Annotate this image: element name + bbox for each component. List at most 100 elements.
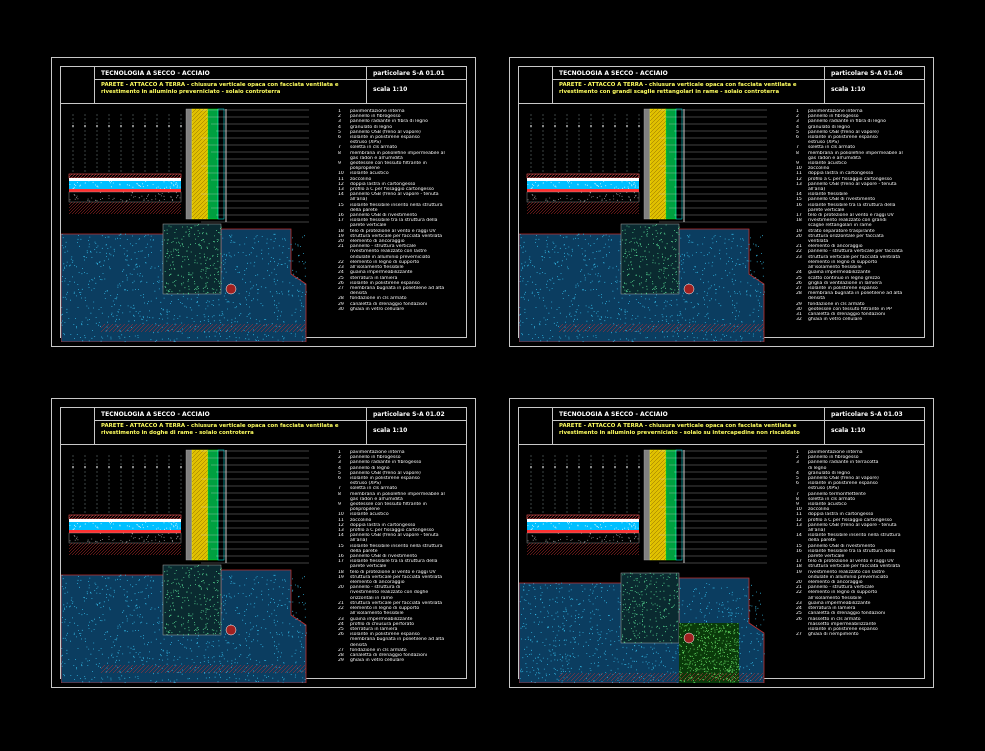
- legend-number: 8: [338, 491, 341, 497]
- hatch-lines: [69, 515, 181, 519]
- hatch-diagonal: [192, 109, 208, 219]
- hatch-lines: [559, 673, 764, 681]
- legend-item: 17 telo di protezione al vento e raggi UV: [796, 559, 931, 564]
- legend-number: 15: [796, 197, 802, 203]
- legend-text: isolante in polistirene espanso: [808, 285, 878, 291]
- legend-number: 9: [338, 502, 341, 508]
- legend-text: ghiaia in vetro cellulare: [808, 317, 863, 323]
- legend-item: scaglie rettangolari in rame: [796, 223, 931, 228]
- legend-item: all'aria): [338, 197, 473, 202]
- legend-item: 9 geotessile con tessuto filtrante in: [338, 502, 473, 507]
- insulation-layer: [527, 181, 639, 189]
- legend-number: 1: [338, 450, 341, 455]
- legend-number: 26: [338, 632, 344, 638]
- sheet-scale: scala 1:10: [373, 86, 408, 93]
- legend-item: 30 ghiaia in vetro cellulare: [338, 307, 473, 312]
- floor-layer: [527, 519, 639, 522]
- legend-number: 1: [796, 109, 799, 114]
- legend-item: estruso (XPS): [796, 486, 931, 491]
- hatch-diagonal: [192, 450, 208, 560]
- legend-item: all'aria): [796, 528, 931, 533]
- legend-text: elemento di ancoraggio: [808, 580, 863, 586]
- legend-text: elemento in legno di supporto: [808, 259, 878, 265]
- legend-text: estruso (XPS): [808, 486, 839, 492]
- ventilated-cavity: [217, 449, 225, 561]
- legend-number: 13: [338, 528, 344, 534]
- legend-item: 11 doppia lastra in cartongesso: [796, 512, 931, 517]
- legend-item: 18 telo di protezione al vento e raggi UV: [338, 229, 473, 234]
- legend-text: estruso (XPS): [350, 481, 381, 487]
- sheet-title-line1: PARETE - ATTACCO A TERRA - chiusura vert…: [101, 82, 339, 88]
- legend-number: 14: [338, 533, 344, 539]
- sheet-title-line2: rivestimento in alluminio preverniciato …: [101, 89, 281, 95]
- legend-item: 4 granulato di legno: [338, 125, 473, 130]
- drain-pipe: [683, 632, 695, 644]
- legend-text: doppia lastra in cartongesso: [350, 181, 416, 187]
- legend-item: 19 struttura verticale per facciata venti…: [338, 234, 473, 239]
- legend-text: membrana in poliolefine impermeabile al: [350, 150, 445, 156]
- section-drawing: [61, 108, 309, 342]
- ventilated-cavity: [217, 108, 225, 220]
- legend-text: isolante in polistirene espanso: [350, 476, 420, 482]
- legend-item: 7 soletta in cls armato: [338, 145, 473, 150]
- legend-number: 24: [796, 270, 802, 276]
- legend-item: 16 pannello OSB di rivestimento: [338, 554, 473, 559]
- legend-number: 26: [796, 280, 802, 286]
- legend-item: 15 pannello OSB di rivestimento: [796, 544, 931, 549]
- hatch-speckle: [527, 532, 639, 543]
- legend-text: pavimentazione interna: [808, 109, 863, 114]
- drain-pipe: [225, 283, 237, 295]
- legend-number: 20: [796, 580, 802, 586]
- sheet-scale: scala 1:10: [831, 427, 866, 434]
- legend-item: 24 profilo di chiusura perforato: [338, 622, 473, 627]
- legend-number: 14: [796, 192, 802, 198]
- legend-text: telo di protezione al vento e raggi UV: [350, 228, 436, 234]
- legend-item: 23 struttura verticale per facciata venti…: [796, 255, 931, 260]
- reference-dot: [578, 466, 580, 468]
- legend-item: 22 elemento in legno di supporto: [338, 606, 473, 611]
- legend-item: membrana bugnata in polietilene ad alta: [338, 637, 473, 642]
- legend-item: 8 membrana in poliolefine impermeabile al: [338, 151, 473, 156]
- drawing-sheet-3[interactable]: TECNOLOGIA A SECCO - ACCIAIO particolare…: [51, 398, 476, 688]
- legend-item: all'aria): [796, 187, 931, 192]
- legend-item: 25 canaletta di drenaggio fondazioni: [796, 611, 931, 616]
- legend-text: isolante flessibile tra la struttura del…: [808, 548, 896, 554]
- legend-item: elemento in legno di supporto: [796, 260, 931, 265]
- legend-number: 29: [338, 301, 344, 307]
- legend-number: 7: [338, 486, 341, 492]
- legend-item: di legno: [796, 466, 931, 471]
- legend-item: gas radon e all'umidità: [338, 497, 473, 502]
- legend-number: 22: [338, 606, 344, 612]
- reference-dot: [144, 466, 146, 468]
- legend-text: ondulate in alluminio preverniciato: [808, 574, 889, 580]
- legend-number: 4: [338, 465, 341, 471]
- legend-text: membrana bugnata in polietilene ad alta: [350, 285, 445, 291]
- drawing-sheet-2[interactable]: TECNOLOGIA A SECCO - ACCIAIO particolare…: [509, 57, 934, 347]
- legend-text: geotessile con tessuto filtrante in: [350, 502, 427, 508]
- legend-item: 12 doppia lastra in cartongesso: [338, 182, 473, 187]
- hatch-diagonal: [69, 202, 181, 214]
- legend-text: pannello OSB di rivestimento: [350, 213, 418, 219]
- legend-text: doppia lastra in cartongesso: [808, 512, 874, 518]
- legend-text: pannello OSB (freno al vapore - tenuta: [350, 192, 439, 198]
- legend-number: 24: [338, 621, 344, 627]
- legend-text: ondulate in alluminio preverniciato: [350, 254, 431, 260]
- legend-text: pannello in fibrogesso: [808, 114, 859, 120]
- legend-text: geotessile con tessuto filtrante in PP: [808, 306, 892, 312]
- hatch-diagonal: [527, 515, 639, 519]
- legend-text: elemento di ancoraggio: [350, 580, 405, 586]
- drawing-sheet-1[interactable]: TECNOLOGIA A SECCO - ACCIAIO particolare…: [51, 57, 476, 347]
- legend-item: 21 struttura verticale per facciata venti…: [338, 601, 473, 606]
- legend-item: parete verticale: [796, 208, 931, 213]
- sheet-title-line2: rivestimento con grandi scaglie rettango…: [559, 89, 780, 95]
- reference-dot: [554, 125, 556, 127]
- legend-text: pavimentazione interna: [808, 450, 863, 455]
- wall-board: [185, 108, 193, 220]
- drawing-sheet-4[interactable]: TECNOLOGIA A SECCO - ACCIAIO particolare…: [509, 398, 934, 688]
- legend-text: isolante in polistirene espanso: [808, 626, 878, 632]
- legend-number: 25: [338, 626, 344, 632]
- legend-number: 28: [338, 652, 344, 658]
- legend-text: isolante in polistirene espanso: [350, 280, 420, 286]
- legend-text: polipropilene: [350, 507, 380, 513]
- legend-text: granulato di legno: [350, 124, 392, 130]
